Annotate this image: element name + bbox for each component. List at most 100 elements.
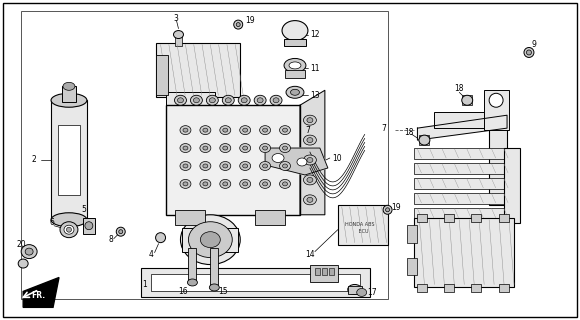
Text: 14: 14 xyxy=(305,250,314,259)
Text: 5: 5 xyxy=(81,205,86,214)
Bar xyxy=(51,100,87,220)
Bar xyxy=(419,135,429,145)
Bar xyxy=(418,214,427,222)
Text: 18: 18 xyxy=(454,84,464,93)
Bar xyxy=(21,11,387,300)
Ellipse shape xyxy=(18,259,28,268)
Ellipse shape xyxy=(51,213,87,227)
Ellipse shape xyxy=(527,50,531,55)
Bar xyxy=(415,208,509,219)
Text: 8: 8 xyxy=(109,235,114,244)
Ellipse shape xyxy=(67,227,71,232)
Polygon shape xyxy=(265,148,328,175)
Text: ECU: ECU xyxy=(348,229,368,234)
Ellipse shape xyxy=(240,162,251,171)
Ellipse shape xyxy=(280,180,291,188)
Bar xyxy=(141,268,369,297)
Ellipse shape xyxy=(241,98,247,103)
Bar xyxy=(165,92,215,112)
Ellipse shape xyxy=(200,126,211,135)
Text: 17: 17 xyxy=(368,288,377,297)
Text: 1: 1 xyxy=(143,280,147,289)
Ellipse shape xyxy=(200,180,211,188)
Bar xyxy=(338,205,387,244)
Ellipse shape xyxy=(220,162,231,171)
Text: 7: 7 xyxy=(382,124,386,132)
Text: 15: 15 xyxy=(218,287,228,296)
Bar xyxy=(322,268,327,276)
Ellipse shape xyxy=(263,164,267,168)
Ellipse shape xyxy=(357,288,367,296)
Ellipse shape xyxy=(64,225,74,234)
Ellipse shape xyxy=(254,95,266,105)
Polygon shape xyxy=(418,115,507,140)
Ellipse shape xyxy=(220,180,231,188)
Ellipse shape xyxy=(263,146,267,150)
Bar xyxy=(418,284,427,292)
Bar xyxy=(462,95,472,105)
Text: 7: 7 xyxy=(305,126,310,135)
Text: 9: 9 xyxy=(532,40,537,49)
Ellipse shape xyxy=(303,175,316,185)
Ellipse shape xyxy=(303,195,316,205)
Ellipse shape xyxy=(155,233,165,243)
Ellipse shape xyxy=(203,164,208,168)
Bar xyxy=(83,218,95,234)
Ellipse shape xyxy=(260,144,271,153)
Bar xyxy=(415,163,509,174)
Bar xyxy=(415,218,514,287)
Bar xyxy=(211,248,218,287)
Ellipse shape xyxy=(193,98,200,103)
Ellipse shape xyxy=(173,31,183,38)
Ellipse shape xyxy=(419,135,430,145)
Ellipse shape xyxy=(307,138,313,143)
Bar xyxy=(444,214,454,222)
Ellipse shape xyxy=(284,59,306,72)
Ellipse shape xyxy=(188,222,232,258)
Text: 2: 2 xyxy=(31,156,36,164)
Bar xyxy=(499,214,509,222)
Ellipse shape xyxy=(240,144,251,153)
Ellipse shape xyxy=(348,284,362,294)
Ellipse shape xyxy=(183,128,188,132)
Ellipse shape xyxy=(307,157,313,163)
Bar xyxy=(58,125,80,195)
Bar xyxy=(489,115,507,205)
Bar xyxy=(415,193,509,204)
Bar xyxy=(315,268,320,276)
Bar xyxy=(504,148,520,223)
Ellipse shape xyxy=(289,62,301,69)
Ellipse shape xyxy=(282,164,288,168)
Ellipse shape xyxy=(200,144,211,153)
Bar xyxy=(284,38,306,46)
Bar xyxy=(415,148,509,159)
Ellipse shape xyxy=(200,162,211,171)
Bar xyxy=(176,210,205,225)
Text: 3: 3 xyxy=(173,14,179,23)
Ellipse shape xyxy=(383,205,392,214)
Ellipse shape xyxy=(242,146,248,150)
Ellipse shape xyxy=(263,182,267,186)
Ellipse shape xyxy=(85,222,93,230)
Ellipse shape xyxy=(119,230,123,234)
Ellipse shape xyxy=(303,155,316,165)
Text: FR.: FR. xyxy=(31,291,45,300)
Ellipse shape xyxy=(297,158,307,166)
Ellipse shape xyxy=(263,128,267,132)
Bar xyxy=(434,112,492,128)
Ellipse shape xyxy=(201,232,220,248)
Ellipse shape xyxy=(223,146,228,150)
Ellipse shape xyxy=(116,227,125,236)
Bar xyxy=(285,70,305,78)
Text: HONDA ABS: HONDA ABS xyxy=(345,222,374,227)
Ellipse shape xyxy=(63,82,75,90)
Ellipse shape xyxy=(270,95,282,105)
Ellipse shape xyxy=(180,126,191,135)
Ellipse shape xyxy=(220,144,231,153)
Ellipse shape xyxy=(183,182,188,186)
Ellipse shape xyxy=(291,89,299,95)
Ellipse shape xyxy=(257,98,263,103)
Ellipse shape xyxy=(209,284,219,291)
Ellipse shape xyxy=(260,126,271,135)
Ellipse shape xyxy=(240,126,251,135)
